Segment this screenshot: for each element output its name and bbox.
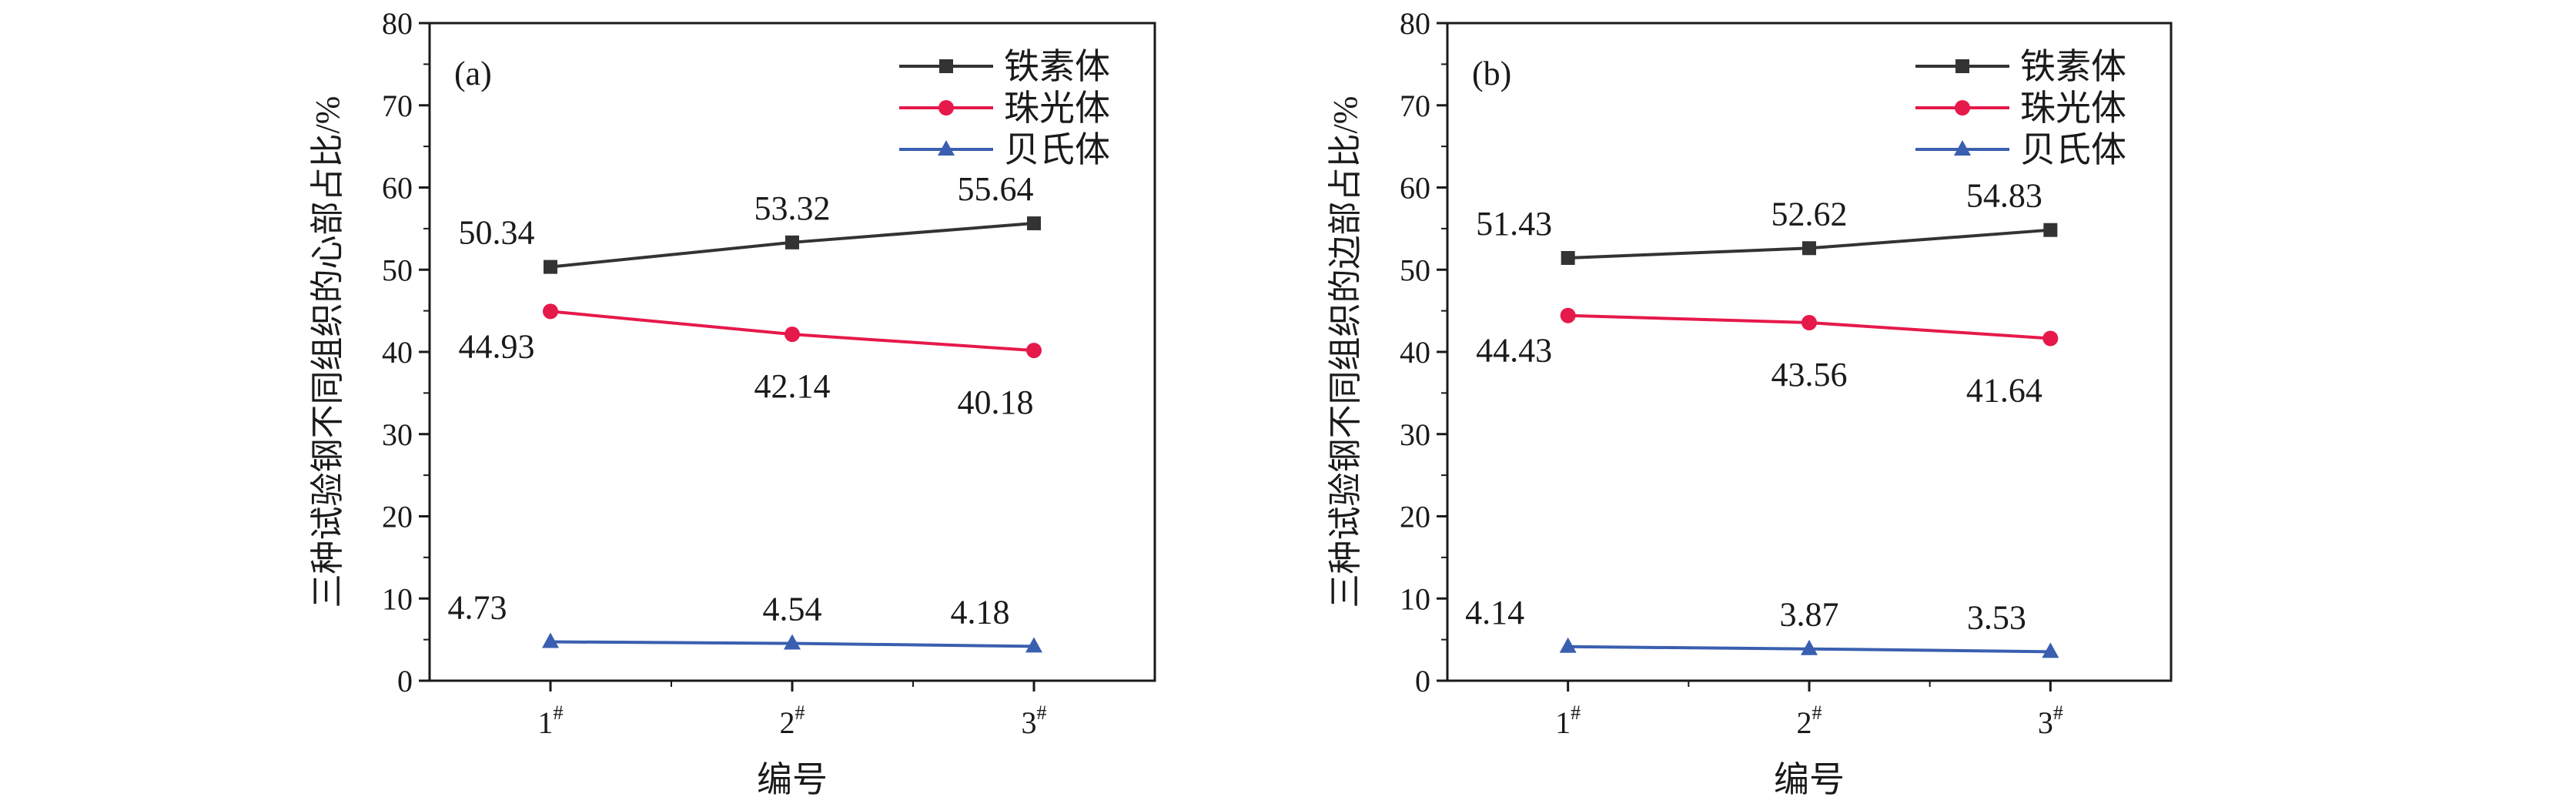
data-label: 3.87 bbox=[1780, 596, 1839, 634]
chart-panel-a: 0 10 20 30 40 50 60 70 80 1# 2# 3# 编号 三种试验钢不同组织的心部占比/… bbox=[309, 6, 1156, 799]
y-tick-label: 10 bbox=[382, 581, 413, 616]
data-label: 44.93 bbox=[459, 327, 535, 365]
series-2: 44.43 43.56 41.64 bbox=[1476, 307, 2059, 409]
y-tick-label: 70 bbox=[382, 89, 413, 123]
data-point bbox=[785, 235, 799, 249]
data-point bbox=[1802, 241, 1816, 256]
data-label: 54.83 bbox=[1966, 177, 2042, 215]
y-axis-label: 三种试验钢不同组织的心部占比/% bbox=[309, 96, 346, 608]
y-tick-label: 60 bbox=[382, 171, 413, 206]
y-tick-label: 10 bbox=[1400, 581, 1430, 616]
y-tick-label: 60 bbox=[1400, 171, 1430, 206]
legend-entry-label: 贝氏体 bbox=[1004, 130, 1110, 169]
y-tick-label: 20 bbox=[382, 500, 413, 534]
data-label: 51.43 bbox=[1476, 205, 1552, 243]
x-axis-label: 编号 bbox=[757, 760, 828, 799]
legend-marker bbox=[1954, 140, 1971, 156]
data-label: 42.14 bbox=[754, 367, 831, 405]
x-tick-label: 2# bbox=[1797, 702, 1822, 740]
y-axis-label: 三种试验钢不同组织的边部占比/% bbox=[1326, 96, 1364, 608]
series-1: 50.34 53.32 55.64 bbox=[459, 170, 1041, 274]
chart-panel-b: 0 10 20 30 40 50 60 70 80 1# 2# 3# 编号 三种试验钢不同组织的边部占比/… bbox=[1326, 6, 2173, 799]
data-point bbox=[1026, 343, 1042, 359]
y-tick-label: 40 bbox=[1400, 335, 1430, 370]
y-tick-label: 20 bbox=[1400, 500, 1430, 534]
data-label: 3.53 bbox=[1967, 598, 2026, 636]
legend-marker bbox=[938, 100, 954, 116]
y-tick-label: 70 bbox=[1400, 89, 1430, 123]
data-label: 40.18 bbox=[958, 383, 1034, 421]
x-tick-label: 1# bbox=[538, 702, 564, 740]
data-point bbox=[543, 303, 558, 320]
y-tick-label: 50 bbox=[1400, 253, 1430, 287]
x-tick-label: 3# bbox=[2038, 702, 2063, 740]
data-label: 53.32 bbox=[754, 189, 831, 227]
legend-marker bbox=[938, 140, 955, 156]
data-label: 41.64 bbox=[1966, 371, 2042, 409]
series-2: 44.93 42.14 40.18 bbox=[459, 303, 1042, 421]
data-label: 4.73 bbox=[448, 589, 507, 627]
x-tick-label: 2# bbox=[780, 702, 805, 740]
x-tick-label: 3# bbox=[1022, 702, 1047, 740]
data-point bbox=[542, 632, 559, 648]
series-1: 51.43 52.62 54.83 bbox=[1476, 177, 2058, 265]
y-tick-label: 50 bbox=[382, 253, 413, 287]
legend-entry-label: 珠光体 bbox=[2020, 89, 2126, 128]
y-tick-label: 30 bbox=[382, 417, 413, 452]
legend-marker bbox=[1955, 100, 1970, 116]
data-point bbox=[1025, 637, 1042, 653]
data-label: 55.64 bbox=[958, 170, 1034, 208]
y-tick-label: 0 bbox=[397, 664, 413, 698]
data-point bbox=[2043, 223, 2058, 237]
data-point bbox=[2042, 642, 2059, 658]
panel-label: (a) bbox=[454, 55, 492, 92]
data-label: 50.34 bbox=[459, 214, 535, 252]
x-tick-label: 1# bbox=[1555, 702, 1581, 740]
legend-entry-label: 贝氏体 bbox=[2020, 130, 2126, 169]
data-point bbox=[1559, 637, 1577, 653]
data-label: 4.18 bbox=[951, 593, 1010, 631]
y-tick-label: 30 bbox=[1400, 417, 1430, 452]
y-tick-label: 80 bbox=[1400, 6, 1430, 41]
data-label: 4.14 bbox=[1465, 594, 1524, 631]
data-label: 52.62 bbox=[1771, 195, 1848, 233]
legend-marker bbox=[1955, 59, 1969, 73]
data-label: 44.43 bbox=[1476, 332, 1552, 370]
series-3: 4.73 4.54 4.18 bbox=[448, 589, 1042, 653]
y-tick-label: 0 bbox=[1415, 664, 1430, 698]
panel-label: (b) bbox=[1472, 55, 1511, 92]
data-label: 4.54 bbox=[763, 591, 822, 628]
y-tick-label: 40 bbox=[382, 335, 413, 370]
legend-entry-label: 珠光体 bbox=[1004, 89, 1110, 128]
data-point bbox=[785, 326, 800, 343]
series-3: 4.14 3.87 3.53 bbox=[1465, 594, 2059, 658]
data-point bbox=[784, 634, 801, 650]
legend-entry-label: 铁素体 bbox=[2020, 47, 2126, 86]
data-point bbox=[1561, 250, 1575, 265]
data-point bbox=[1027, 216, 1041, 231]
data-label: 43.56 bbox=[1771, 356, 1848, 393]
legend-entry-label: 铁素体 bbox=[1004, 47, 1110, 86]
x-axis-label: 编号 bbox=[1774, 760, 1845, 799]
data-point bbox=[1560, 307, 1576, 323]
data-point bbox=[544, 260, 557, 274]
data-point bbox=[1801, 639, 1818, 655]
legend-marker bbox=[939, 59, 953, 73]
data-point bbox=[2042, 330, 2059, 347]
y-tick-label: 80 bbox=[382, 6, 413, 41]
data-point bbox=[1802, 314, 1817, 330]
